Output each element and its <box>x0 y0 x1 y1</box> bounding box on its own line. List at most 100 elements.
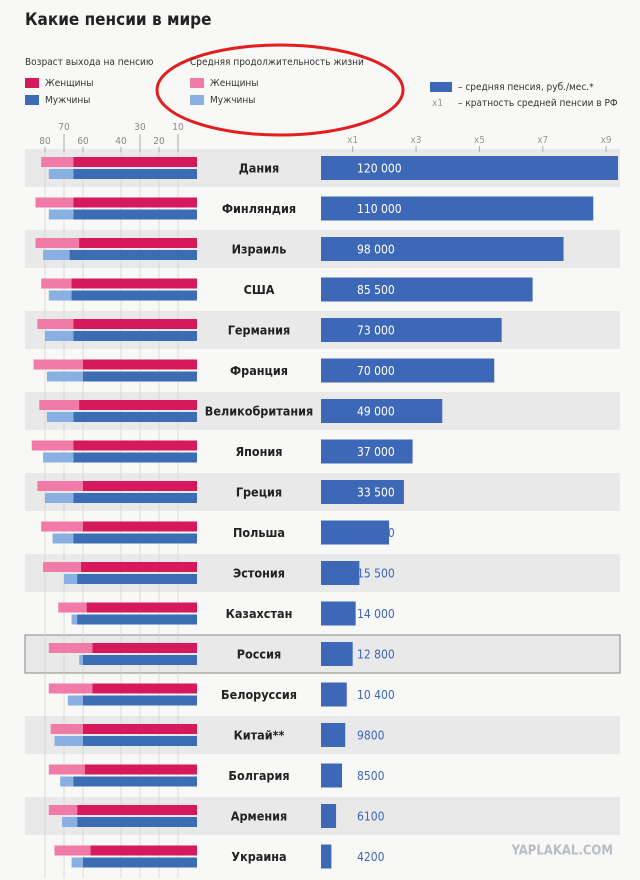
legend-swatch <box>190 78 204 88</box>
pension-bar <box>321 439 413 464</box>
x-tick-label: 10 <box>172 122 184 133</box>
value-label: 110 000 <box>357 202 402 216</box>
legend-swatch <box>190 95 204 105</box>
value-label: 4200 <box>357 850 385 864</box>
value-label: 15 500 <box>357 567 395 581</box>
retirement-age-bar <box>71 278 197 289</box>
x-tick-label: 80 <box>39 136 51 147</box>
retirement-age-bar <box>83 736 197 746</box>
pension-bar <box>321 318 502 342</box>
retirement-age-bar <box>92 643 197 653</box>
retirement-age-bar <box>77 817 197 827</box>
legend-label: Женщины <box>210 78 258 89</box>
retirement-age-bar <box>73 440 197 451</box>
retirement-age-bar <box>92 683 197 694</box>
legend-label: – средняя пенсия, руб./мес.* <box>458 81 594 93</box>
retirement-age-bar <box>77 805 197 815</box>
retirement-age-bar <box>73 493 197 503</box>
retirement-age-bar <box>86 602 197 613</box>
pension-bar <box>321 723 346 747</box>
retirement-age-bar <box>73 331 197 341</box>
value-label: 9800 <box>357 729 385 743</box>
legend-label: Женщины <box>45 78 93 89</box>
value-label: 49 000 <box>357 405 395 419</box>
x-tick-label: 60 <box>77 136 89 147</box>
retirement-age-bar <box>71 290 197 301</box>
retirement-age-bar <box>83 481 197 491</box>
category-label: США <box>244 282 275 297</box>
pension-bar <box>321 196 594 221</box>
legend-swatch <box>25 78 39 88</box>
value-label: 33 500 <box>357 486 395 500</box>
retirement-age-bar <box>81 562 197 572</box>
legend-swatch <box>25 95 39 105</box>
value-label: 27 500 <box>357 526 395 540</box>
legend-label: Мужчины <box>210 95 255 106</box>
retirement-age-bar <box>79 238 197 248</box>
category-label: Белоруссия <box>221 687 297 702</box>
value-label: 10 400 <box>357 688 395 702</box>
retirement-age-bar <box>73 169 197 179</box>
retirement-age-bar <box>83 521 197 532</box>
retirement-age-bar <box>83 371 197 382</box>
category-label: Китай** <box>234 728 285 743</box>
x-tick-label: x3 <box>411 135 422 146</box>
retirement-age-bar <box>73 209 197 220</box>
pension-bar <box>321 682 347 707</box>
legend-label: – кратность средней пенсии в РФ <box>458 98 618 109</box>
category-label: Финляндия <box>222 201 296 216</box>
pension-bar <box>321 520 390 545</box>
pension-bar <box>321 358 495 383</box>
category-label: Болгария <box>228 768 289 783</box>
x-tick-label: x1 <box>347 135 358 146</box>
value-label: 37 000 <box>357 445 395 459</box>
category-label: Армения <box>231 809 287 824</box>
value-label: 98 000 <box>357 243 395 257</box>
category-label: Дания <box>239 161 279 176</box>
legend-label: Мужчины <box>45 95 90 106</box>
x-tick-label: 40 <box>115 136 127 147</box>
value-label: 14 000 <box>357 607 395 621</box>
x-tick-label: x5 <box>474 135 485 146</box>
chart-title: Какие пенсии в мире <box>25 10 212 30</box>
value-label: 8500 <box>357 769 385 783</box>
retirement-age-bar <box>77 574 197 584</box>
retirement-age-bar <box>83 655 197 665</box>
value-label: 73 000 <box>357 324 395 338</box>
pension-bar <box>321 844 332 869</box>
row-highlight <box>24 634 621 674</box>
value-label: 120 000 <box>357 162 402 176</box>
pension-bar <box>321 399 443 423</box>
category-label: Россия <box>237 647 281 662</box>
retirement-age-bar <box>73 533 197 544</box>
x-tick-label: 30 <box>134 122 146 133</box>
x-tick-label: 70 <box>58 122 70 133</box>
category-label: Эстония <box>233 566 285 581</box>
retirement-age-bar <box>73 197 197 208</box>
category-label: Греция <box>236 485 282 500</box>
value-label: 85 500 <box>357 283 395 297</box>
value-label: 12 800 <box>357 648 395 662</box>
retirement-age-bar <box>73 319 197 329</box>
annotation-ellipse <box>155 43 405 137</box>
legend-title: Средняя продолжительность жизни <box>190 57 364 68</box>
pension-bar <box>321 804 337 828</box>
category-label: Франция <box>230 363 288 378</box>
value-label: 6100 <box>357 810 385 824</box>
category-label: Израиль <box>232 242 287 257</box>
retirement-age-bar <box>90 845 197 856</box>
retirement-age-bar <box>77 614 197 625</box>
pension-bar <box>321 277 533 302</box>
retirement-age-bar <box>73 452 197 463</box>
pension-bar <box>321 763 343 788</box>
retirement-age-bar <box>83 857 197 868</box>
category-label: Украина <box>231 849 286 864</box>
retirement-age-bar <box>84 764 197 775</box>
pension-bar <box>321 561 360 585</box>
pension-bar <box>321 480 404 504</box>
value-label: 70 000 <box>357 364 395 378</box>
x-tick-label: x9 <box>601 135 612 146</box>
retirement-age-bar <box>69 250 197 260</box>
